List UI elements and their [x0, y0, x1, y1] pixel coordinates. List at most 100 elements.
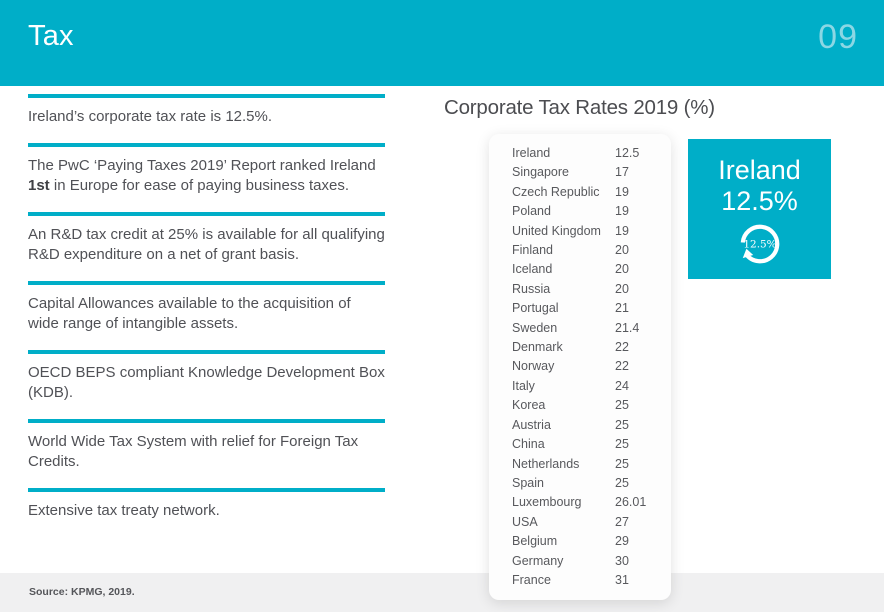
- country-cell: United Kingdom: [512, 223, 601, 238]
- country-cell: Luxembourg: [512, 495, 582, 510]
- rate-cell: 24: [615, 378, 629, 393]
- rate-row: Austria 25: [489, 416, 671, 435]
- rate-row: Russia 20: [489, 280, 671, 299]
- rate-cell: 21: [615, 301, 629, 316]
- rate-row: Netherlands 25: [489, 455, 671, 474]
- country-cell: Germany: [512, 553, 564, 568]
- rate-cell: 30: [615, 553, 629, 568]
- country-cell: Austria: [512, 417, 551, 432]
- rate-cell: 31: [615, 572, 629, 587]
- fact-text: Extensive tax treaty network.: [28, 501, 220, 519]
- rate-cell: 17: [615, 165, 629, 180]
- tax-fact-item: An R&D tax credit at 25% is available fo…: [28, 211, 385, 281]
- tax-fact-item: World Wide Tax System with relief for Fo…: [28, 418, 385, 488]
- country-cell: Czech Republic: [512, 184, 600, 199]
- rate-row: Finland 20: [489, 241, 671, 260]
- rate-row: Iceland 20: [489, 260, 671, 279]
- rate-row: Spain 25: [489, 474, 671, 493]
- country-cell: Sweden: [512, 320, 558, 335]
- tax-fact-item: The PwC ‘Paying Taxes 2019’ Report ranke…: [28, 142, 385, 212]
- rate-row: Ireland 12.5: [489, 144, 671, 163]
- fact-emphasis-text: 1st: [28, 177, 50, 194]
- rate-cell: 29: [615, 534, 629, 549]
- tax-fact-item: OECD BEPS compliant Knowledge Developmen…: [28, 349, 385, 419]
- rate-cell: 25: [615, 456, 629, 471]
- rate-row: France 31: [489, 571, 671, 590]
- rate-cell: 19: [615, 204, 629, 219]
- country-cell: Russia: [512, 281, 551, 296]
- country-cell: Italy: [512, 378, 535, 393]
- rate-cell: 19: [615, 184, 629, 199]
- rate-cell: 20: [615, 243, 629, 258]
- rate-row: Sweden 21.4: [489, 319, 671, 338]
- rate-row: Czech Republic 19: [489, 183, 671, 202]
- rates-table: Ireland 12.5 Singapore 17 Czech Republic 19 Po…: [489, 134, 671, 600]
- highlight-rate: 12.5%: [721, 186, 798, 216]
- rate-row: Germany 30: [489, 552, 671, 571]
- rate-cell: 25: [615, 398, 629, 413]
- rate-row: Singapore 17: [489, 163, 671, 182]
- country-cell: Spain: [512, 475, 544, 490]
- fact-text: World Wide Tax System with relief for Fo…: [28, 432, 359, 471]
- fact-text: OECD BEPS compliant Knowledge Developmen…: [28, 363, 385, 402]
- rate-cell: 25: [615, 475, 629, 490]
- highlight-country: Ireland: [718, 155, 801, 185]
- country-cell: China: [512, 437, 545, 452]
- country-cell: USA: [512, 514, 538, 529]
- rate-cell: 27: [615, 514, 629, 529]
- rate-donut-icon: 12.5%: [740, 224, 779, 264]
- rate-row: Portugal 21: [489, 299, 671, 318]
- page-number: 09: [818, 18, 858, 56]
- rate-row: Korea 25: [489, 396, 671, 415]
- rate-cell: 25: [615, 417, 629, 432]
- rate-cell: 22: [615, 340, 629, 355]
- tax-fact-item: Extensive tax treaty network.: [28, 487, 385, 537]
- rate-cell: 21.4: [615, 320, 640, 335]
- country-cell: Ireland: [512, 146, 551, 160]
- fact-text: An R&D tax credit at 25% is available fo…: [28, 225, 385, 264]
- country-cell: Portugal: [512, 301, 559, 316]
- rate-cell: 22: [615, 359, 629, 374]
- rate-row: Italy 24: [489, 377, 671, 396]
- fact-text: in Europe for ease of paying business ta…: [49, 177, 350, 194]
- rate-row: Luxembourg 26.01: [489, 493, 671, 512]
- footer-band: Source: KPMG, 2019.: [0, 573, 884, 612]
- rate-row: Denmark 22: [489, 338, 671, 357]
- rates-title: Corporate Tax Rates 2019 (%): [444, 96, 715, 119]
- donut-arrow-wedge: [742, 248, 753, 259]
- donut-label: 12.5%: [743, 239, 776, 251]
- country-cell: France: [512, 572, 551, 587]
- tax-fact-item: Ireland’s corporate tax rate is 12.5%.: [28, 94, 385, 143]
- rate-row: China 25: [489, 435, 671, 454]
- rate-row: Norway 22: [489, 357, 671, 376]
- rate-row: United Kingdom 19: [489, 222, 671, 241]
- country-cell: Iceland: [512, 262, 553, 277]
- country-cell: Norway: [512, 359, 555, 374]
- rate-cell: 26.01: [615, 495, 647, 510]
- source-note: Source: KPMG, 2019.: [29, 586, 135, 598]
- rate-cell: 12.5: [615, 146, 640, 160]
- country-cell: Denmark: [512, 340, 563, 355]
- rate-cell: 19: [615, 223, 629, 238]
- rate-cell: 20: [615, 281, 629, 296]
- page-header: Tax 09: [0, 0, 884, 86]
- fact-text: The PwC ‘Paying Taxes 2019’ Report ranke…: [28, 156, 376, 174]
- country-cell: Singapore: [512, 165, 569, 180]
- tax-fact-item: Capital Allowances available to the acqu…: [28, 280, 385, 350]
- country-cell: Korea: [512, 398, 546, 413]
- rate-row: USA 27: [489, 513, 671, 532]
- tax-facts-list: Ireland’s corporate tax rate is 12.5%. Th…: [28, 94, 385, 536]
- fact-text: Capital Allowances available to the acqu…: [28, 294, 351, 333]
- country-cell: Poland: [512, 204, 551, 219]
- country-cell: Finland: [512, 243, 553, 258]
- rate-row: Belgium 29: [489, 532, 671, 551]
- rate-cell: 25: [615, 437, 629, 452]
- fact-text: Ireland’s corporate tax rate is 12.5%.: [28, 108, 273, 125]
- rate-cell: 20: [615, 262, 629, 277]
- rate-row: Poland 19: [489, 202, 671, 221]
- country-cell: Belgium: [512, 534, 558, 549]
- ireland-highlight-card: Ireland 12.5% 12.5%: [688, 139, 831, 279]
- page-title: Tax: [28, 20, 74, 52]
- country-cell: Netherlands: [512, 456, 580, 471]
